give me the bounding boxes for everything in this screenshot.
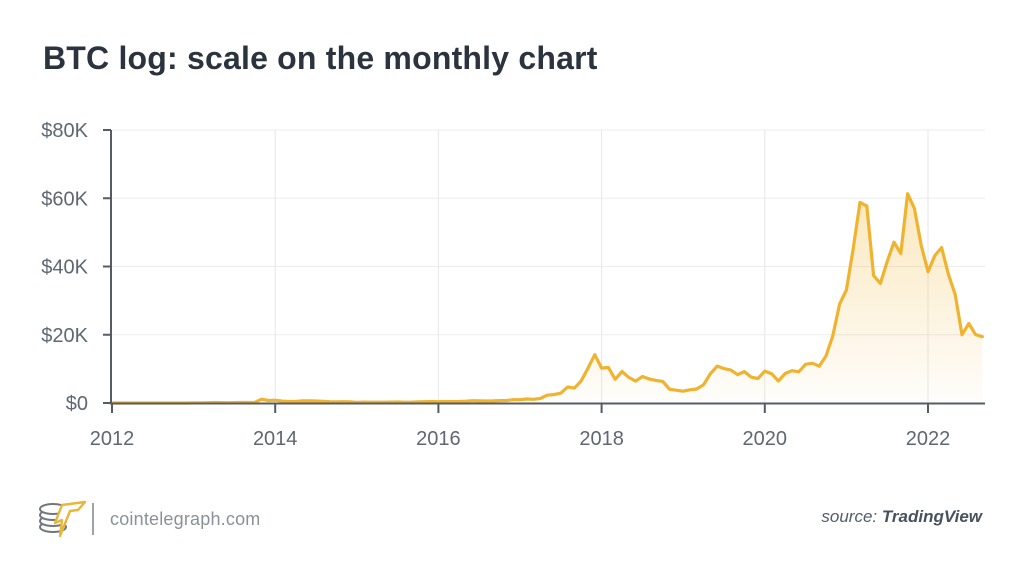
- x-axis-label: 2018: [579, 428, 624, 450]
- source-name: TradingView: [881, 507, 982, 526]
- area-fill: [112, 193, 983, 403]
- axes: [103, 129, 985, 413]
- y-axis-label: $0: [66, 393, 88, 415]
- y-axis-label: $20K: [41, 325, 88, 347]
- chart-title: BTC log: scale on the monthly chart: [43, 40, 598, 76]
- source-label: source:: [821, 507, 878, 526]
- x-axis-label: 2022: [906, 428, 951, 450]
- gridlines: [112, 129, 985, 403]
- footer-site-label: cointelegraph.com: [110, 508, 261, 529]
- cointelegraph-coin-stack-logo: [39, 500, 87, 538]
- y-axis-label: $40K: [41, 257, 88, 279]
- x-axis-label: 2020: [743, 428, 788, 450]
- y-axis-label: $80K: [41, 120, 88, 142]
- source-attribution: source: TradingView: [821, 507, 982, 527]
- lightning-bolt-icon: [53, 500, 87, 538]
- price-line: [110, 192, 984, 405]
- x-axis-label: 2012: [90, 428, 135, 450]
- footer-divider: [92, 503, 94, 535]
- btc-price-area-chart: $0 $20K $40K $60K $80K 2012 2014 2016 2018 2020 20…: [41, 120, 985, 450]
- footer: cointelegraph.com source: TradingView: [0, 497, 1024, 545]
- x-axis-label: 2016: [416, 428, 461, 450]
- axis-labels: $0 $20K $40K $60K $80K 2012 2014 2016 2018 2020 20…: [41, 120, 950, 450]
- y-axis-label: $60K: [41, 188, 88, 210]
- x-axis-label: 2014: [253, 428, 298, 450]
- brand: cointelegraph.com: [36, 497, 261, 541]
